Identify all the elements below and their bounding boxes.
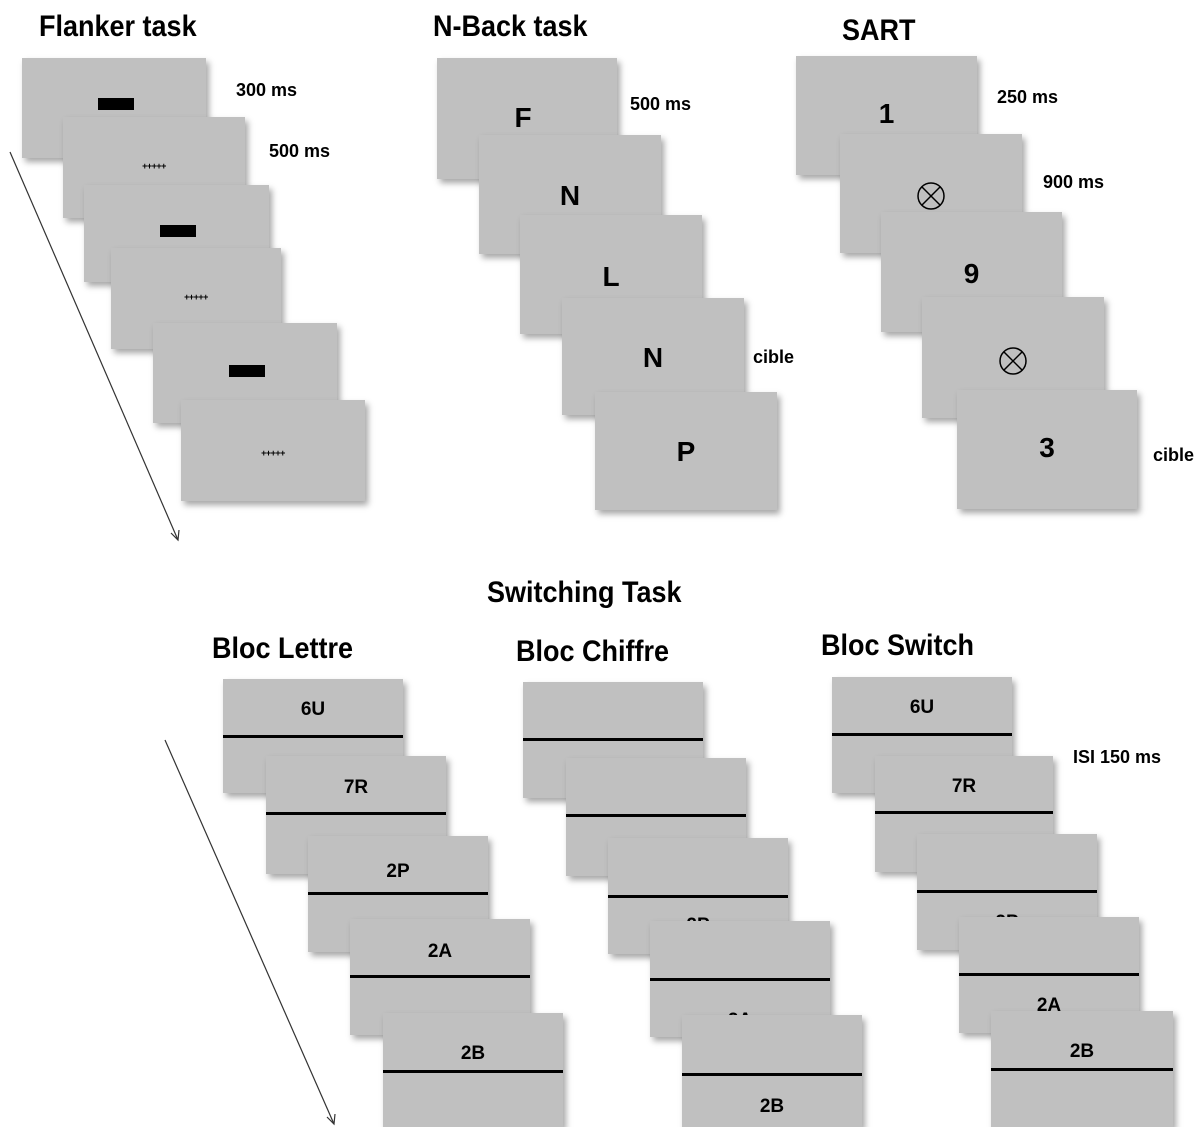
divider-line	[917, 890, 1097, 893]
sart-digit: 9	[963, 258, 980, 289]
nback-title: N-Back task	[433, 10, 588, 43]
stimulus-label: 2A	[427, 941, 453, 962]
bloc-lettre-card-5: 2B	[383, 1013, 563, 1127]
nback-card-5: P	[595, 392, 777, 510]
flanker-stimulus: +++++	[184, 292, 208, 302]
flanker-stimulus: +++++	[142, 161, 166, 171]
circled-times-icon	[999, 347, 1027, 375]
divider-line	[308, 892, 488, 895]
flanker-duration-1: 300 ms	[236, 80, 298, 100]
flanker-card-6: +++++	[181, 400, 365, 501]
stimulus-label: 6U	[909, 697, 935, 718]
divider-line	[650, 978, 830, 981]
fixation-bar	[98, 98, 134, 110]
nback-letter: L	[602, 261, 620, 292]
bloc-switch-title: Bloc Switch	[821, 629, 975, 662]
divider-line	[223, 735, 403, 738]
isi-label: ISI 150 ms	[1073, 747, 1162, 767]
sart-duration-2: 900 ms	[1043, 172, 1105, 192]
divider-line	[523, 738, 703, 741]
stimulus-label: 2B	[460, 1043, 486, 1064]
stimulus-label: 2B	[1069, 1041, 1095, 1062]
stimulus-label: 2A	[1036, 995, 1062, 1016]
stimulus-label: 2B	[759, 1096, 785, 1117]
switching-title: Switching Task	[487, 576, 682, 609]
sart-digit: 3	[1039, 432, 1055, 463]
stimulus-label: 2P	[386, 861, 410, 882]
divider-line	[383, 1070, 563, 1073]
stimulus-label: 6U	[300, 699, 326, 720]
divider-line	[875, 811, 1053, 814]
divider-line	[266, 812, 446, 815]
sart-card-5: 3	[957, 390, 1137, 509]
nback-letter: N	[642, 342, 664, 373]
nback-letter: N	[559, 180, 581, 211]
divider-line	[959, 973, 1139, 976]
flanker-stimulus: +++++	[261, 448, 285, 458]
fixation-bar	[160, 225, 196, 237]
divider-line	[991, 1068, 1173, 1071]
flanker-duration-2: 500 ms	[269, 141, 331, 161]
sart-target-label: cible	[1153, 445, 1195, 465]
nback-letter: P	[676, 436, 696, 467]
fixation-bar	[229, 365, 265, 377]
bloc-lettre-title: Bloc Lettre	[212, 632, 354, 665]
sart-digit: 1	[878, 98, 895, 129]
nback-duration: 500 ms	[630, 94, 692, 114]
stimulus-label: 7R	[951, 776, 977, 797]
sart-duration-1: 250 ms	[997, 87, 1059, 107]
bloc-chiffre-title: Bloc Chiffre	[516, 635, 670, 668]
nback-target-label: cible	[753, 347, 795, 367]
circled-times-icon	[917, 182, 945, 210]
divider-line	[832, 733, 1012, 736]
flanker-time-arrow	[9, 151, 179, 541]
divider-line	[350, 975, 530, 978]
divider-line	[608, 895, 788, 898]
bloc-switch-card-5: 2B	[991, 1011, 1173, 1127]
bloc-chiffre-card-5: 2B	[682, 1015, 862, 1127]
switching-time-arrow	[164, 739, 335, 1125]
stimulus-label: 7R	[343, 777, 369, 798]
nback-letter: F	[514, 102, 532, 133]
sart-title: SART	[842, 14, 916, 47]
divider-line	[566, 814, 746, 817]
divider-line	[682, 1073, 862, 1076]
flanker-title: Flanker task	[39, 10, 197, 43]
